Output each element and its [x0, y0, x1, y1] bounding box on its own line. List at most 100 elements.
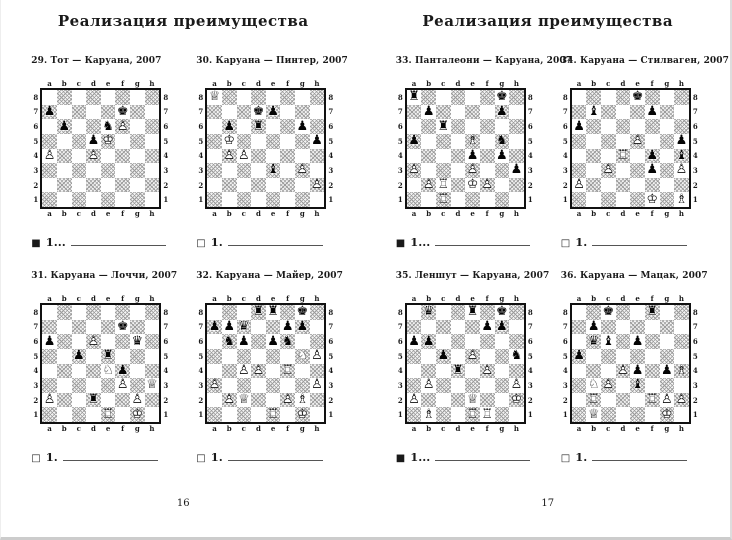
rank-label-4: 4 [33, 151, 39, 161]
board-square-g8 [660, 90, 675, 105]
board-square-h8 [309, 305, 325, 320]
chess-piece-wB: ♝ ♗ [422, 406, 435, 422]
board-square-f5 [280, 134, 295, 149]
page-title: Реализация преимущества [57, 12, 309, 30]
file-label-h: h [513, 424, 519, 433]
file-label-h: h [149, 79, 155, 88]
chess-piece-bP: ♟ [495, 318, 508, 334]
board-square-e3 [465, 378, 480, 393]
board-square-f3 [645, 378, 660, 393]
rank-label-4: 4 [163, 366, 169, 376]
board-square-f5 [115, 134, 130, 149]
board-square-e8 [266, 90, 281, 105]
board-square-b4 [586, 363, 601, 379]
board-square-d2 [86, 177, 101, 193]
board-square-b7: ♟ [421, 103, 436, 120]
board-square-d7 [616, 320, 631, 335]
chess-piece-bP: ♟ [408, 133, 420, 149]
file-label-d: d [620, 79, 626, 88]
chess-piece-wP: ♟ ♙ [573, 177, 585, 193]
rank-label-4: 4 [692, 151, 698, 161]
board-square-d2 [450, 392, 466, 408]
file-label-c: c [241, 424, 246, 433]
board-square-e4 [266, 149, 281, 164]
page-left: Реализация преимущества 29. Тот — Каруан… [1, 0, 366, 537]
board-square-b7 [421, 320, 436, 335]
chess-piece-bK: ♚ [252, 103, 265, 119]
board-square-g6 [495, 119, 510, 134]
board-squares: ♚ ♜ ♟ ♛ ♝ ♟ ♟ ♟ ♙ ♟ ♟ ♝ ♗ ♞ ♘ ♟ ♙ ♝ ♜ ♖ ♜ ♖ ♟ ♙ ♟ ♙ ♛ ♕ ♚ ♔ [569, 303, 691, 424]
board-square-b5 [586, 134, 601, 149]
board-square-d7 [251, 320, 266, 335]
board-square-b6: ♟ [56, 119, 72, 134]
chess-piece-bB: ♝ [587, 103, 600, 119]
board-square-g3: ♟ ♙ [295, 163, 310, 178]
rank-label-5: 5 [163, 351, 169, 361]
board-square-f1 [280, 192, 295, 207]
board-square-h2 [144, 392, 160, 408]
file-label-c: c [76, 79, 81, 88]
board-square-f8: ♜ [644, 305, 660, 320]
rank-label-2: 2 [397, 180, 403, 190]
board-square-b2: ♜ ♖ [586, 393, 601, 408]
move-number: 1... [410, 235, 431, 249]
board-square-g4 [495, 364, 510, 379]
board-square-c7 [71, 104, 87, 120]
rank-label-1: 1 [397, 410, 403, 420]
file-label-f: f [286, 209, 290, 218]
board-square-h5: ♟ [674, 134, 689, 149]
board-square-f2 [115, 177, 130, 193]
rank-label-8: 8 [198, 92, 204, 102]
board-square-f5 [280, 349, 295, 364]
board-square-a4 [207, 364, 222, 379]
board-square-b7 [222, 105, 237, 120]
file-label-g: g [499, 294, 505, 303]
board-square-a3 [571, 163, 587, 178]
board-square-e6: ♟ [266, 334, 281, 349]
rank-label-1: 1 [198, 410, 204, 420]
rank-label-1: 1 [33, 410, 39, 420]
board-square-a8 [572, 90, 587, 105]
chess-piece-wK: ♚ ♔ [102, 133, 114, 149]
file-label-h: h [314, 209, 320, 218]
rank-label-3: 3 [397, 165, 403, 175]
chess-piece-wP: ♟ ♙ [43, 147, 56, 163]
chess-piece-wP: ♟ ♙ [675, 392, 688, 408]
chess-piece-bP: ♟ [422, 103, 435, 119]
chess-piece-bK: ♚ [495, 89, 508, 105]
file-label-b: b [591, 79, 597, 88]
board-square-g1 [494, 407, 510, 422]
rank-labels-right: 8 7 6 5 4 3 2 1 [691, 305, 700, 422]
board-square-c1 [601, 192, 616, 207]
file-label-a: a [47, 209, 52, 218]
board-square-h5: ♟ [310, 134, 325, 149]
side-to-move-marker: ■ [31, 238, 41, 249]
board-square-f3 [280, 378, 295, 393]
board-square-b7: ♝ [586, 103, 601, 120]
chess-piece-wR: ♜ ♖ [267, 406, 279, 422]
board-square-c6: ♟ [237, 334, 252, 349]
board-square-a7 [571, 104, 587, 120]
board-square-c2 [436, 393, 451, 408]
file-label-h: h [149, 209, 155, 218]
board-square-b3 [586, 163, 601, 178]
file-label-c: c [76, 209, 81, 218]
rank-label-7: 7 [397, 107, 403, 117]
rank-label-5: 5 [33, 136, 39, 146]
board-square-d1 [86, 407, 101, 422]
chess-piece-wK: ♚ ♔ [223, 133, 236, 149]
board-square-a4 [207, 149, 222, 164]
rank-label-5: 5 [692, 351, 698, 361]
board-square-a1 [42, 407, 57, 422]
rank-label-6: 6 [163, 337, 169, 347]
board-square-a8: ♜ [407, 90, 422, 105]
board-square-a1 [571, 192, 587, 207]
rank-label-1: 1 [692, 195, 698, 205]
chess-piece-wB: ♝ ♗ [675, 191, 688, 207]
board-square-a2: ♟ ♙ [42, 393, 57, 408]
chess-piece-bP: ♟ [573, 118, 585, 134]
file-label-b: b [591, 294, 597, 303]
rank-label-2: 2 [163, 395, 169, 405]
